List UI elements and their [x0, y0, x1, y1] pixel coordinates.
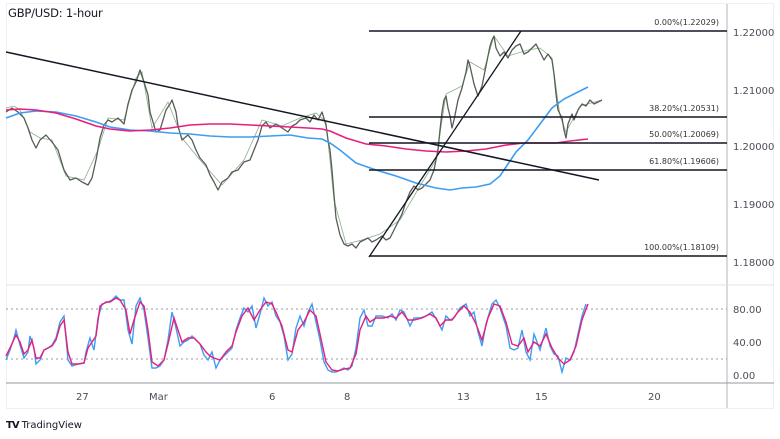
fibonacci-retracement[interactable]: 0.00%(1.22029) 38.20%(1.20531) 50.00%(1.… — [369, 18, 727, 257]
stoch-d-line — [5, 297, 589, 372]
tradingview-logo[interactable]: TV TradingView — [6, 420, 82, 431]
time-tick: Mar — [149, 392, 169, 403]
tradingview-logo-icon: TV — [6, 420, 20, 431]
time-tick: 27 — [76, 392, 89, 403]
chart-frame — [6, 3, 774, 409]
time-tick: 6 — [269, 392, 275, 403]
stoch-axis[interactable]: 80.00 40.00 0.00 — [733, 305, 762, 382]
chart-title: GBP/USD: 1-hour — [8, 6, 103, 20]
fast-ma-line — [5, 86, 589, 191]
slow-ma-line — [5, 108, 589, 153]
descending-trendline[interactable] — [5, 51, 600, 181]
price-tick: 1.21000 — [733, 86, 774, 97]
stoch-tick: 80.00 — [733, 305, 762, 316]
time-axis[interactable]: 27 Mar 6 8 13 15 20 — [76, 392, 661, 403]
price-tick: 1.19000 — [733, 200, 774, 211]
fib-label: 38.20%(1.20531) — [649, 104, 719, 113]
time-tick: 15 — [535, 392, 548, 403]
time-tick: 13 — [457, 392, 470, 403]
time-tick: 20 — [648, 392, 661, 403]
fib-label: 0.00%(1.22029) — [654, 18, 719, 27]
price-tick: 1.20000 — [733, 142, 774, 153]
brand-name: TradingView — [21, 420, 82, 431]
price-axis[interactable]: 1.22000 1.21000 1.20000 1.19000 1.18000 — [733, 28, 774, 269]
time-tick: 8 — [344, 392, 350, 403]
price-tick: 1.22000 — [733, 28, 774, 39]
stoch-tick: 0.00 — [733, 371, 755, 382]
stoch-k-line — [5, 295, 587, 375]
price-tick: 1.18000 — [733, 258, 774, 269]
ascending-trendline[interactable] — [368, 30, 522, 258]
fib-label: 61.80%(1.19606) — [649, 157, 719, 166]
stochastic-pane[interactable] — [5, 295, 727, 375]
fib-label: 50.00%(1.20069) — [649, 130, 719, 139]
stoch-tick: 40.00 — [733, 338, 762, 349]
fib-label: 100.00%(1.18109) — [644, 243, 719, 252]
price-series — [5, 35, 603, 249]
